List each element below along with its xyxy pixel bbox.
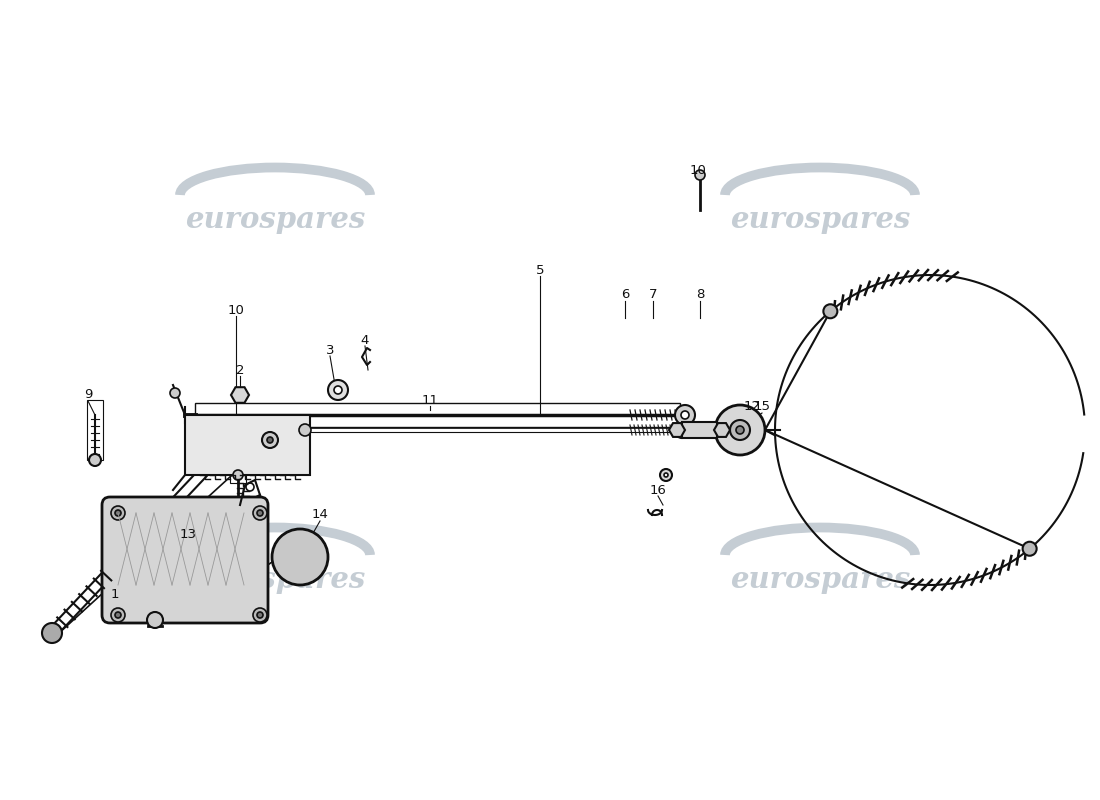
Circle shape xyxy=(715,405,764,455)
Text: 5: 5 xyxy=(536,263,544,277)
Text: 1: 1 xyxy=(111,589,119,602)
Circle shape xyxy=(233,470,243,480)
Text: 10: 10 xyxy=(690,163,706,177)
Bar xyxy=(87,400,103,460)
Text: eurospares: eurospares xyxy=(185,206,365,234)
Text: 7: 7 xyxy=(649,289,658,302)
Bar xyxy=(682,422,717,438)
Circle shape xyxy=(328,380,348,400)
Text: 6: 6 xyxy=(620,289,629,302)
Circle shape xyxy=(272,529,328,585)
Text: 12: 12 xyxy=(744,401,760,414)
Circle shape xyxy=(170,388,180,398)
Circle shape xyxy=(111,608,125,622)
Text: 8: 8 xyxy=(696,289,704,302)
Text: 4: 4 xyxy=(361,334,370,346)
Text: 16: 16 xyxy=(650,483,667,497)
Circle shape xyxy=(262,432,278,448)
Circle shape xyxy=(1023,542,1036,556)
Text: 3: 3 xyxy=(326,343,334,357)
Circle shape xyxy=(116,510,121,516)
Circle shape xyxy=(674,422,690,438)
Circle shape xyxy=(664,473,668,477)
Circle shape xyxy=(675,405,695,425)
Circle shape xyxy=(299,424,311,436)
Text: eurospares: eurospares xyxy=(730,566,910,594)
Circle shape xyxy=(267,437,273,443)
Text: 15: 15 xyxy=(754,401,770,414)
Circle shape xyxy=(695,170,705,180)
FancyBboxPatch shape xyxy=(102,497,268,623)
Bar xyxy=(230,467,246,483)
Text: 14: 14 xyxy=(311,509,329,522)
Circle shape xyxy=(730,420,750,440)
Circle shape xyxy=(334,386,342,394)
Bar xyxy=(195,403,680,427)
Circle shape xyxy=(257,612,263,618)
Text: 10: 10 xyxy=(228,303,244,317)
Circle shape xyxy=(89,454,101,466)
Bar xyxy=(185,415,310,475)
Circle shape xyxy=(147,612,163,628)
Circle shape xyxy=(710,422,725,438)
Text: 2: 2 xyxy=(235,363,244,377)
Circle shape xyxy=(116,612,121,618)
Text: eurospares: eurospares xyxy=(185,566,365,594)
Circle shape xyxy=(824,304,837,318)
Circle shape xyxy=(253,608,267,622)
Circle shape xyxy=(736,426,744,434)
Circle shape xyxy=(257,510,263,516)
Circle shape xyxy=(246,483,254,491)
Circle shape xyxy=(660,469,672,481)
Text: 11: 11 xyxy=(421,394,439,406)
Circle shape xyxy=(253,506,267,520)
Circle shape xyxy=(111,506,125,520)
Text: 13: 13 xyxy=(179,529,197,542)
Text: eurospares: eurospares xyxy=(730,206,910,234)
Circle shape xyxy=(681,411,689,419)
Circle shape xyxy=(42,623,62,643)
Text: 9: 9 xyxy=(84,389,92,402)
